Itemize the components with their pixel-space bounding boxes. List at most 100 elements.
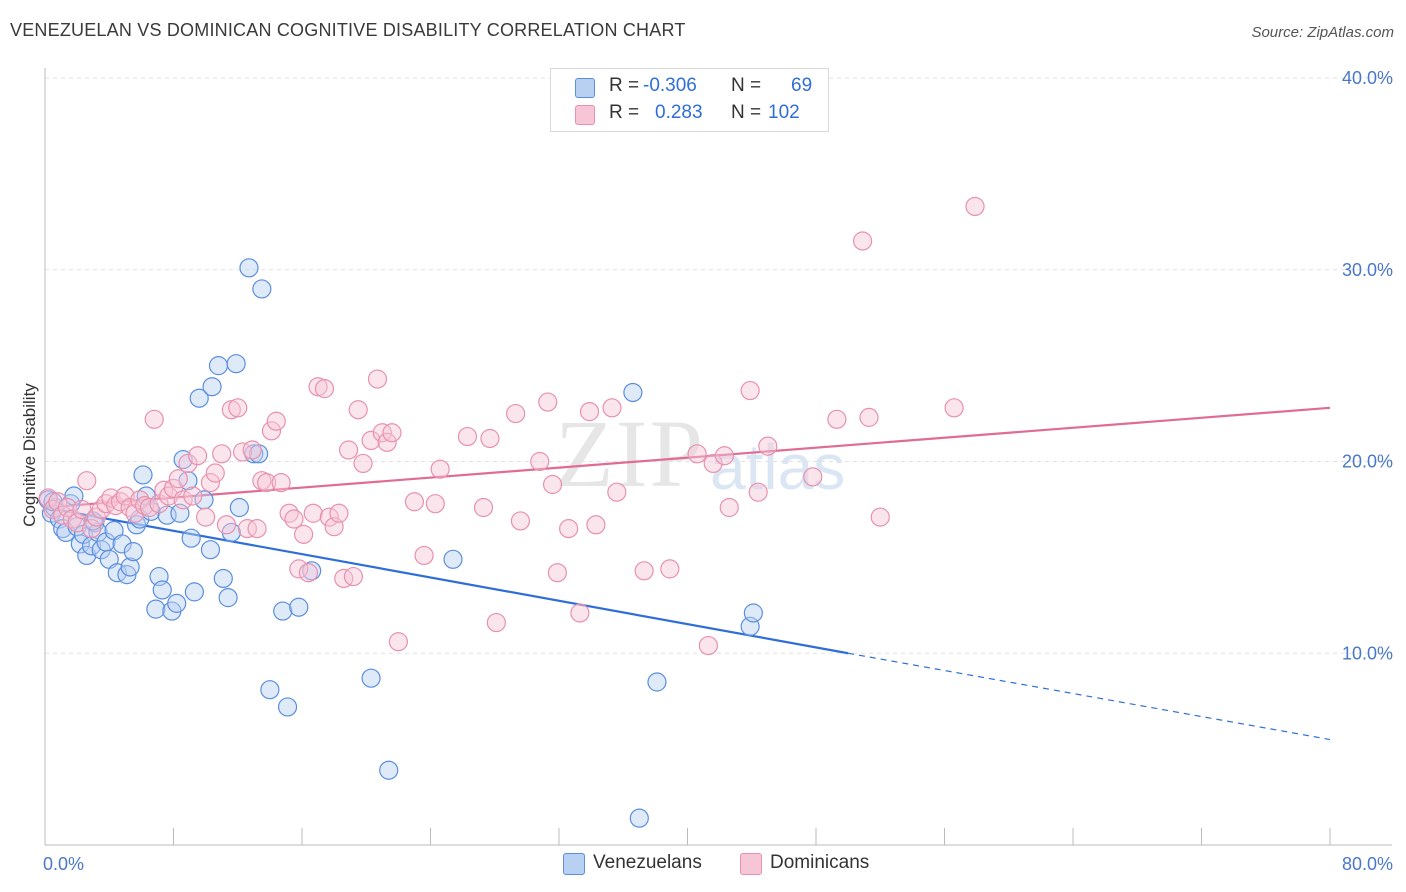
venezuelan-point <box>167 593 187 613</box>
venezuelans-swatch <box>563 853 585 875</box>
dominican-point <box>602 398 622 418</box>
dominican-point <box>266 411 286 431</box>
trend-lines <box>44 406 1331 741</box>
venezuelan-point <box>117 565 137 585</box>
n-key: N = <box>731 75 762 96</box>
dominican-point <box>57 497 78 518</box>
dominican-point <box>377 432 397 452</box>
dominicans-swatch <box>740 853 762 875</box>
dominican-point <box>242 440 262 460</box>
venezuelan-trend-extension <box>848 652 1331 741</box>
venezuelan-trend-line <box>44 506 849 655</box>
dominican-point <box>404 492 425 512</box>
dominican-point <box>748 482 768 502</box>
dominican-point <box>698 635 718 656</box>
dominican-point <box>430 459 450 479</box>
dominican-point <box>319 507 339 527</box>
gridlines <box>45 77 1392 654</box>
venezuelan-point <box>647 672 667 692</box>
dominican-point <box>852 231 873 251</box>
venezuelan-point <box>133 465 153 485</box>
dominican-point <box>634 561 654 581</box>
r-value: -0.306 <box>643 75 697 96</box>
venezuelan-point <box>184 582 204 602</box>
venezuelan-point <box>112 534 132 554</box>
dominican-point <box>144 409 164 429</box>
venezuelan-point <box>213 568 233 589</box>
dominican-point <box>586 515 606 535</box>
dominican-point <box>538 392 558 412</box>
dominican-point <box>579 402 600 422</box>
dominican-point <box>38 488 58 508</box>
dominican-point <box>257 472 277 493</box>
dominican-point <box>183 486 203 506</box>
dominican-point <box>547 563 567 583</box>
venezuelan-point <box>361 668 381 688</box>
n-key: N = <box>731 102 762 123</box>
dominican-point <box>388 632 408 652</box>
venezuelan-point <box>218 588 238 608</box>
dominican-point <box>81 519 102 539</box>
dominican-point <box>228 398 248 418</box>
dominican-point <box>77 471 97 491</box>
dominican-point <box>740 380 760 401</box>
y-tick-label: 30.0% <box>1342 260 1393 280</box>
dominican-point <box>284 509 304 529</box>
venezuelan-point <box>289 597 309 617</box>
venezuelan-point <box>226 354 246 374</box>
dominican-point <box>510 511 531 531</box>
dominican-point <box>425 494 445 514</box>
dominican-point <box>298 563 319 583</box>
dominican-point <box>338 440 359 460</box>
dominican-point <box>542 474 563 495</box>
watermark-zip: ZIP <box>555 400 705 507</box>
venezuelan-point <box>152 580 172 600</box>
venezuelan-point <box>260 680 280 700</box>
dominican-point <box>187 446 208 466</box>
dominican-point <box>486 612 506 633</box>
dominican-point <box>237 519 257 539</box>
dominican-point <box>115 486 135 506</box>
dominican-point <box>414 545 434 566</box>
dominican-point <box>559 519 579 539</box>
y-tick-label: 20.0% <box>1342 452 1393 472</box>
venezuelan-point <box>379 760 399 780</box>
dominican-point <box>361 430 381 451</box>
dominican-point <box>168 469 188 489</box>
dominican-point <box>303 503 323 523</box>
dominican-point <box>212 444 232 464</box>
dominican-point <box>382 423 402 443</box>
dominican-point <box>480 428 500 449</box>
y-tick-label: 10.0% <box>1342 643 1393 663</box>
dominican-point <box>719 497 739 518</box>
dominican-point <box>178 453 198 474</box>
dominican-point <box>457 426 478 447</box>
dominican-point <box>758 436 778 456</box>
dominican-point <box>687 444 707 464</box>
correlation-legend: R = -0.306 N = 69 R = 0.283 N = 102 <box>550 68 829 132</box>
venezuelan-point <box>200 540 221 560</box>
dominican-point <box>530 451 550 472</box>
dominican-point <box>714 446 735 466</box>
dominican-point <box>965 196 985 217</box>
dominican-point <box>205 463 225 483</box>
n-value: 102 <box>768 102 800 123</box>
r-key: R = <box>609 75 640 96</box>
venezuelan-point <box>277 697 298 717</box>
dominican-point <box>334 568 354 589</box>
dominican-point <box>803 467 823 487</box>
dominican-point <box>859 407 879 427</box>
venezuelan-point <box>229 497 249 518</box>
venezuelan-point <box>273 601 293 621</box>
venezuelan-point <box>146 599 166 619</box>
y-tick-label: 40.0% <box>1342 68 1393 88</box>
dominican-point <box>827 409 847 429</box>
dominican-point <box>314 379 335 399</box>
venezuelan-point <box>208 356 229 376</box>
axes <box>44 68 1392 846</box>
dominican-point <box>703 453 723 474</box>
chart-title: VENEZUELAN VS DOMINICAN COGNITIVE DISABI… <box>10 20 686 40</box>
venezuelan-point <box>443 549 463 569</box>
dominican-point <box>870 507 890 527</box>
dominican-point <box>660 559 680 579</box>
